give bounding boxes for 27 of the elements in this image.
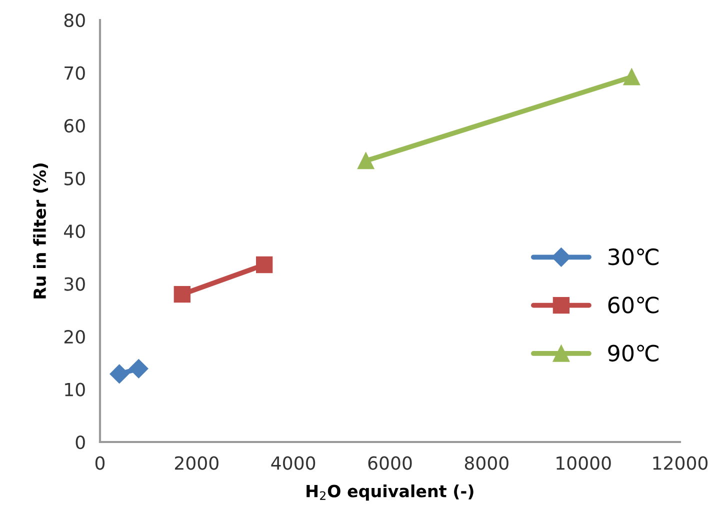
- x-tick-label: 4000: [271, 456, 316, 470]
- y-tick-label: 10: [65, 382, 85, 396]
- y-tick-label: 70: [64, 66, 85, 80]
- x-tick-label: 10000: [556, 456, 611, 470]
- y-tick-label: 60: [64, 118, 85, 133]
- legend-label: 30℃: [608, 248, 658, 266]
- x-tick-label: 8000: [464, 456, 508, 470]
- y-tick-label: 30: [64, 277, 85, 291]
- point: [358, 152, 374, 170]
- y-tick-label: 50: [64, 172, 85, 186]
- x-axis-title: H$_{2}$O equivalent (-): [306, 484, 474, 501]
- legend-label: 90℃: [608, 344, 658, 362]
- point: [174, 286, 190, 303]
- point: [129, 359, 148, 378]
- y-tick-label: 20: [64, 330, 85, 344]
- x-tick-label: 2000: [175, 456, 218, 470]
- x-tick-label: 0: [95, 456, 105, 470]
- y-tick-label: 40: [64, 224, 85, 238]
- x-tick-label: 6000: [368, 456, 412, 470]
- y-axis-title: Ru in filter (%): [33, 164, 48, 298]
- y-tick-label: 0: [76, 435, 85, 450]
- point: [256, 256, 273, 274]
- y-tick-label: 80: [64, 13, 85, 28]
- point: [110, 364, 129, 384]
- point: [623, 68, 640, 86]
- x-tick-label: 12000: [653, 456, 708, 470]
- legend-label: 60℃: [608, 296, 658, 314]
